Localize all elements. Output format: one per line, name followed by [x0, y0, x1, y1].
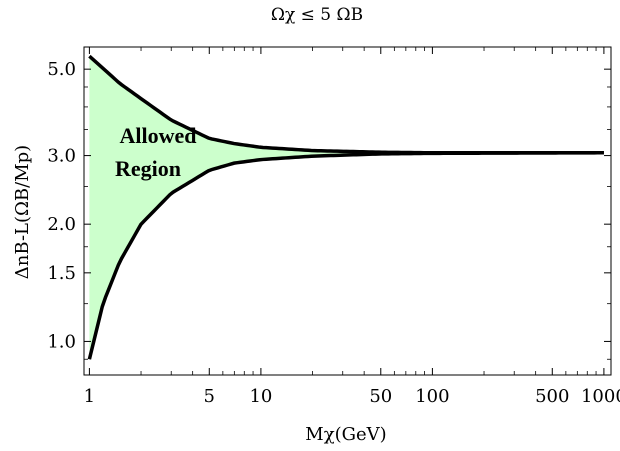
x-tick-label: 10: [249, 386, 272, 407]
allowed-region-fill: [89, 56, 604, 360]
y-tick-label: 2.0: [47, 214, 76, 235]
x-tick-label: 1000: [581, 386, 620, 407]
x-axis-label: Mχ(GeV): [305, 424, 386, 445]
plot-frame: [83, 46, 612, 376]
annotation-line-region: Region: [115, 156, 181, 181]
x-tick-label: 500: [535, 386, 569, 407]
y-axis-label: ΔnB-L(ΩB/Mp): [12, 145, 33, 279]
x-tick-label: 1: [84, 386, 95, 407]
x-tick-label: 5: [204, 386, 215, 407]
lower-bound-curve: [87, 151, 604, 360]
y-tick-label: 3.0: [47, 146, 76, 167]
x-tick-label: 50: [369, 386, 392, 407]
y-tick-label: 5.0: [47, 59, 76, 80]
y-tick-label: 1.5: [47, 263, 76, 284]
x-tick-label: 100: [415, 386, 449, 407]
chart-title: Ωχ ≤ 5 ΩB: [271, 5, 363, 25]
y-tick-label: 1.0: [47, 331, 76, 352]
